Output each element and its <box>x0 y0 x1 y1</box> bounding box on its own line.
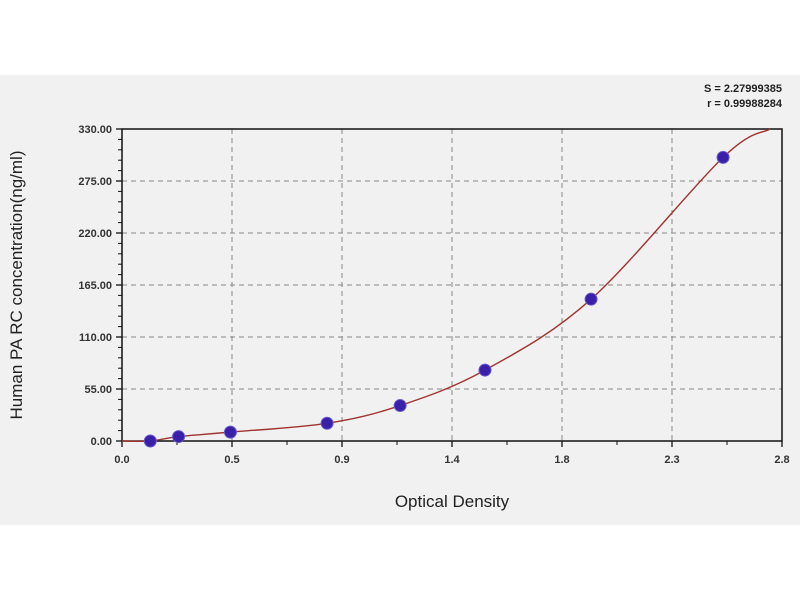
y-tick-label: 330.00 <box>78 124 112 136</box>
x-tick-label: 0.5 <box>224 454 239 466</box>
x-tick-label: 2.3 <box>664 454 679 466</box>
x-axis-label: Optical Density <box>395 492 510 511</box>
chart-background <box>0 75 800 525</box>
data-point <box>584 292 598 306</box>
data-point <box>716 150 730 164</box>
data-point <box>393 399 407 413</box>
axis-ticks: 0.0 0.5 0.9 1.4 1.8 2.3 2.8 0.00 55.00 110.00 165.… <box>78 124 789 466</box>
data-point <box>143 434 157 448</box>
data-points <box>143 150 730 448</box>
x-tick-label: 1.8 <box>554 454 569 466</box>
y-tick-label: 55.00 <box>84 384 112 396</box>
r-annotation: r = 0.99988284 <box>707 98 783 110</box>
grid <box>122 129 782 441</box>
y-tick-label: 165.00 <box>78 280 112 292</box>
s-annotation: S = 2.27999385 <box>704 83 782 95</box>
x-tick-label: 0.9 <box>334 454 349 466</box>
y-tick-label: 0.00 <box>91 436 112 448</box>
x-tick-label: 1.4 <box>444 454 460 466</box>
x-tick-label: 2.8 <box>774 454 789 466</box>
data-point <box>320 416 334 430</box>
data-point <box>223 425 237 439</box>
data-point <box>478 363 492 377</box>
data-point <box>172 430 186 444</box>
y-tick-label: 275.00 <box>78 176 112 188</box>
y-axis-label: Human PA RC concentration(ng/ml) <box>7 151 26 420</box>
x-tick-label: 0.0 <box>114 454 129 466</box>
y-tick-label: 220.00 <box>78 228 112 240</box>
y-tick-label: 110.00 <box>79 332 112 344</box>
